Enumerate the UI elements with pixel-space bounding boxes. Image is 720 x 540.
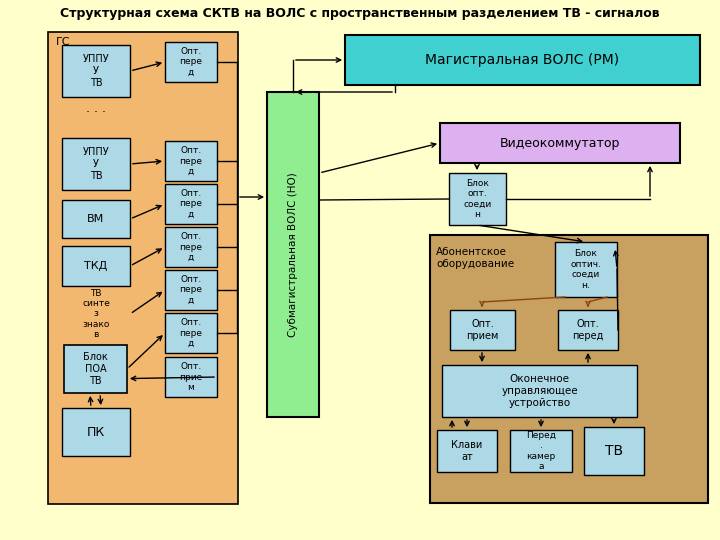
Text: ТВ: ТВ <box>605 444 623 458</box>
Bar <box>62 200 130 238</box>
Bar <box>64 345 127 393</box>
Text: Блок
опт.
соеди
н: Блок опт. соеди н <box>464 179 492 219</box>
Text: Субмагистральная ВОЛС (НО): Субмагистральная ВОЛС (НО) <box>288 172 298 337</box>
Text: Оконечное
управляющее
устройство: Оконечное управляющее устройство <box>501 374 578 408</box>
Text: ВМ: ВМ <box>87 214 104 224</box>
Text: ТКД: ТКД <box>84 261 107 271</box>
Text: ТВ
синте
з
знако
в: ТВ синте з знако в <box>82 289 110 339</box>
Bar <box>450 310 515 350</box>
Bar <box>165 357 217 397</box>
Bar <box>165 270 217 310</box>
Bar <box>558 310 618 350</box>
Text: Клави
ат: Клави ат <box>451 440 482 462</box>
Bar <box>165 42 217 82</box>
Bar <box>345 35 700 85</box>
Text: Опт.
пере
д: Опт. пере д <box>179 232 202 262</box>
Text: ГС: ГС <box>56 37 71 47</box>
Text: УППУ
У
ТВ: УППУ У ТВ <box>83 55 109 87</box>
Bar <box>165 313 217 353</box>
Bar <box>430 235 708 503</box>
Bar <box>440 123 680 163</box>
Bar <box>62 138 130 190</box>
Text: Опт.
пере
д: Опт. пере д <box>179 318 202 348</box>
Text: Структурная схема СКТВ на ВОЛС с пространственным разделением ТВ - сигналов: Структурная схема СКТВ на ВОЛС с простра… <box>60 8 660 21</box>
Text: · · ·: · · · <box>86 106 106 119</box>
Bar <box>449 173 506 225</box>
Bar <box>62 45 130 97</box>
Bar <box>62 246 130 286</box>
Bar <box>442 365 637 417</box>
Text: Блок
оптич.
соеди
н.: Блок оптич. соеди н. <box>570 249 601 289</box>
Bar <box>165 184 217 224</box>
Bar <box>165 141 217 181</box>
Bar <box>437 430 497 472</box>
Text: Опт.
пере
д: Опт. пере д <box>179 47 202 77</box>
Text: УППУ
У
ТВ: УППУ У ТВ <box>83 147 109 180</box>
Text: Опт.
перед: Опт. перед <box>572 319 603 341</box>
Text: Опт.
прием: Опт. прием <box>467 319 499 341</box>
Text: Магистральная ВОЛС (РМ): Магистральная ВОЛС (РМ) <box>426 53 620 67</box>
Bar <box>62 408 130 456</box>
Bar <box>48 32 238 504</box>
Text: Перед
.
камер
а: Перед . камер а <box>526 431 556 471</box>
Text: Опт.
пере
д: Опт. пере д <box>179 189 202 219</box>
Text: ПК: ПК <box>87 426 105 438</box>
Text: Опт.
пере
д: Опт. пере д <box>179 275 202 305</box>
Text: Опт.
прие
м: Опт. прие м <box>179 362 202 392</box>
Text: Абонентское
оборудование: Абонентское оборудование <box>436 247 514 268</box>
Bar <box>510 430 572 472</box>
Text: Видеокоммутатор: Видеокоммутатор <box>500 137 620 150</box>
Text: Блок
ПОА
ТВ: Блок ПОА ТВ <box>83 353 108 386</box>
Bar <box>165 227 217 267</box>
Bar <box>555 242 617 297</box>
Bar <box>584 427 644 475</box>
Text: Опт.
пере
д: Опт. пере д <box>179 146 202 176</box>
Bar <box>267 92 319 417</box>
